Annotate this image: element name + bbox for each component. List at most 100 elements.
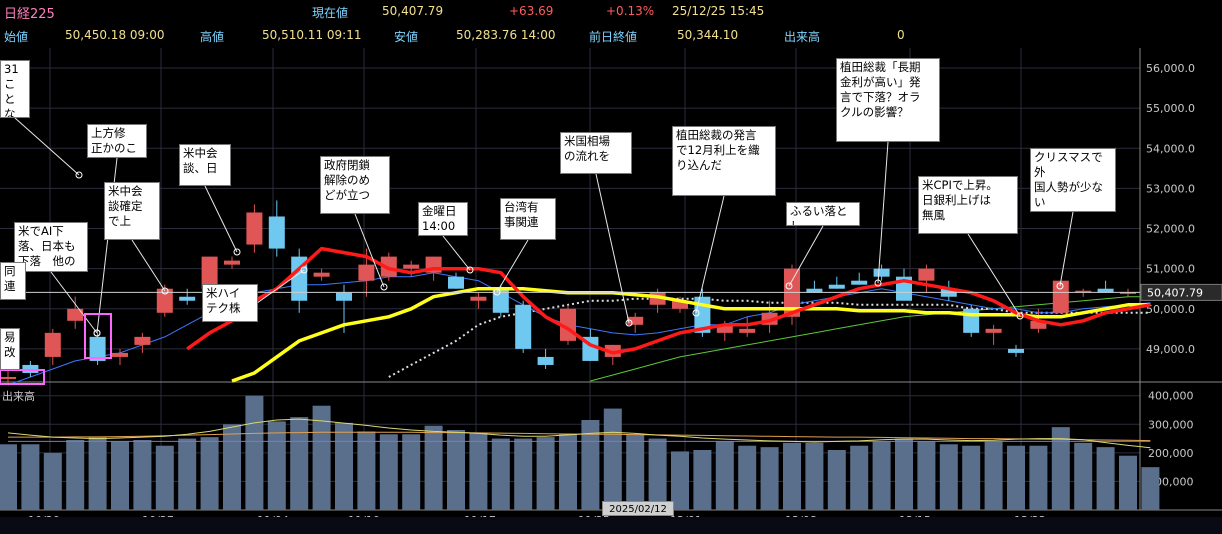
annotation-box[interactable]: 31 こと な (0, 60, 30, 118)
annotation-box[interactable]: 台湾有 事関連 (500, 198, 556, 240)
volume-bar (357, 431, 376, 510)
annotation-box[interactable]: 易 改 (0, 328, 20, 370)
quote-datetime: 25/12/25 15:45 (672, 4, 765, 18)
volume-bar (850, 445, 869, 510)
annotation-box[interactable]: ふるい落とし (786, 202, 860, 226)
volume-bar (1119, 455, 1137, 510)
annotation-anchor (785, 282, 793, 290)
candle-up (156, 288, 173, 313)
annotation-box[interactable]: 米中会 談、日 (179, 144, 231, 186)
candle-up (358, 264, 375, 281)
price-tick-label: 54,000.0 (1146, 142, 1195, 155)
volume-bar (514, 438, 533, 510)
volume-bar (402, 434, 421, 510)
annotation-leader (442, 235, 471, 271)
candle-down (268, 216, 285, 249)
navigator-scrollbar[interactable] (0, 517, 1222, 534)
candle-down (448, 276, 464, 289)
annotation-anchor (874, 279, 882, 287)
annotation-leader (695, 195, 725, 314)
volume-pane-label: 出来高 (2, 389, 35, 403)
stock-chart[interactable]: 56,000.0 55,000.0 54,000.0 53,000.0 52,000.0… (0, 48, 1222, 534)
annotation-box[interactable]: 米ハイ テク株 (202, 284, 258, 322)
annotation-leader (1059, 211, 1074, 287)
annotation-box[interactable]: クリスマスで外 国人勢が少な い (1030, 148, 1116, 212)
annotation-anchor (466, 266, 474, 274)
open-label: 始値 (4, 30, 29, 44)
annotation-anchor (233, 248, 241, 256)
volume-bar (783, 442, 801, 510)
annotation-text: クリスマスで外 国人勢が少な い (1034, 150, 1103, 209)
annotation-leader (496, 239, 529, 293)
volume-bar (43, 452, 62, 510)
volume-bar (1007, 445, 1025, 510)
current-price-value: 50,407.79 (382, 4, 444, 18)
candle-up (67, 308, 84, 321)
annotation-anchor (692, 309, 700, 317)
annotation-text: 米中会 談確定 で上 (108, 184, 143, 228)
candle-down (1008, 348, 1024, 353)
last-price-label: 50,407.79 (1147, 286, 1203, 299)
date-tooltip: 2025/02/12 (602, 501, 674, 516)
annotation-anchor (1056, 282, 1064, 290)
annotation-anchor (161, 287, 169, 295)
annotation-text: 米CPIで上昇。 日銀利上げは 無風 (922, 178, 998, 222)
volume-bar (895, 438, 913, 510)
volume-bar (827, 450, 846, 510)
candle-up (380, 256, 397, 277)
candle-up (0, 376, 16, 379)
annotation-text: 易 改 (4, 330, 16, 359)
annotation-leader (50, 271, 98, 334)
volume-value: 0 (897, 28, 905, 42)
candle-down (851, 280, 868, 285)
volume-bar (1141, 467, 1160, 510)
open-value: 50,450.18 09:00 (65, 28, 165, 42)
price-tick-label: 50,000.0 (1146, 303, 1195, 316)
volume-bar (245, 395, 264, 510)
candle-up (1030, 320, 1047, 329)
high-value: 50,510.11 09:11 (262, 28, 362, 42)
price-tick-label: 49,000.0 (1146, 343, 1195, 356)
candle-down (537, 356, 554, 365)
candle-up (1075, 290, 1092, 293)
annotation-text: 台湾有 事関連 (504, 200, 539, 229)
annotation-text: 政府閉鎖 解除のめ どが立つ (324, 158, 370, 202)
annotation-leader (204, 185, 238, 253)
annotation-box[interactable]: 植田総裁の発言 で12月利上を織 り込んだ (672, 126, 776, 196)
volume-bar (223, 424, 241, 510)
candle-up (201, 256, 218, 289)
annotation-box[interactable]: 米CPIで上昇。 日銀利上げは 無風 (918, 176, 1018, 234)
volume-bar (715, 441, 734, 510)
candle-up (1052, 280, 1069, 313)
annotation-box[interactable]: 米国相場 の流れを (560, 132, 632, 174)
annotation-leader (354, 213, 385, 288)
candle-up (739, 328, 756, 333)
volume-bar (469, 432, 488, 510)
annotation-anchor (1016, 312, 1024, 320)
volume-bar (760, 447, 779, 510)
candle-down (291, 256, 308, 301)
volume-bar (312, 405, 331, 510)
annotation-box[interactable]: 政府閉鎖 解除のめ どが立つ (320, 156, 390, 214)
annotation-anchor (493, 288, 501, 296)
annotation-text: 31 こと な (4, 62, 19, 118)
annotation-box[interactable]: 上方修 正かのこ (87, 124, 147, 158)
candle-up (470, 296, 487, 301)
annotation-anchor (380, 283, 388, 291)
annotation-box[interactable]: 米中会 談確定 で上 (104, 182, 160, 240)
candle-down (1097, 288, 1114, 293)
volume-bar (805, 442, 824, 510)
annotation-text: 金曜日 14:00 (422, 204, 457, 233)
price-tick-label: 55,000.0 (1146, 102, 1195, 115)
annotation-text: 米でAI下 落、日本も 下落 他の (18, 224, 76, 268)
candle-up (716, 324, 733, 333)
annotation-box[interactable]: 植田総裁「長期 金利が高い」発 言で下落？オラ クルの影響？ (836, 58, 940, 142)
index-title: 日経225 (4, 7, 55, 22)
candle-down (179, 296, 196, 301)
candle-down (806, 288, 823, 293)
volume-bar (984, 441, 1003, 510)
annotation-anchor (93, 329, 101, 337)
annotation-box[interactable]: 金曜日 14:00 (418, 202, 468, 236)
candle-up (918, 268, 935, 281)
annotation-box[interactable]: 同連 って (0, 262, 26, 300)
